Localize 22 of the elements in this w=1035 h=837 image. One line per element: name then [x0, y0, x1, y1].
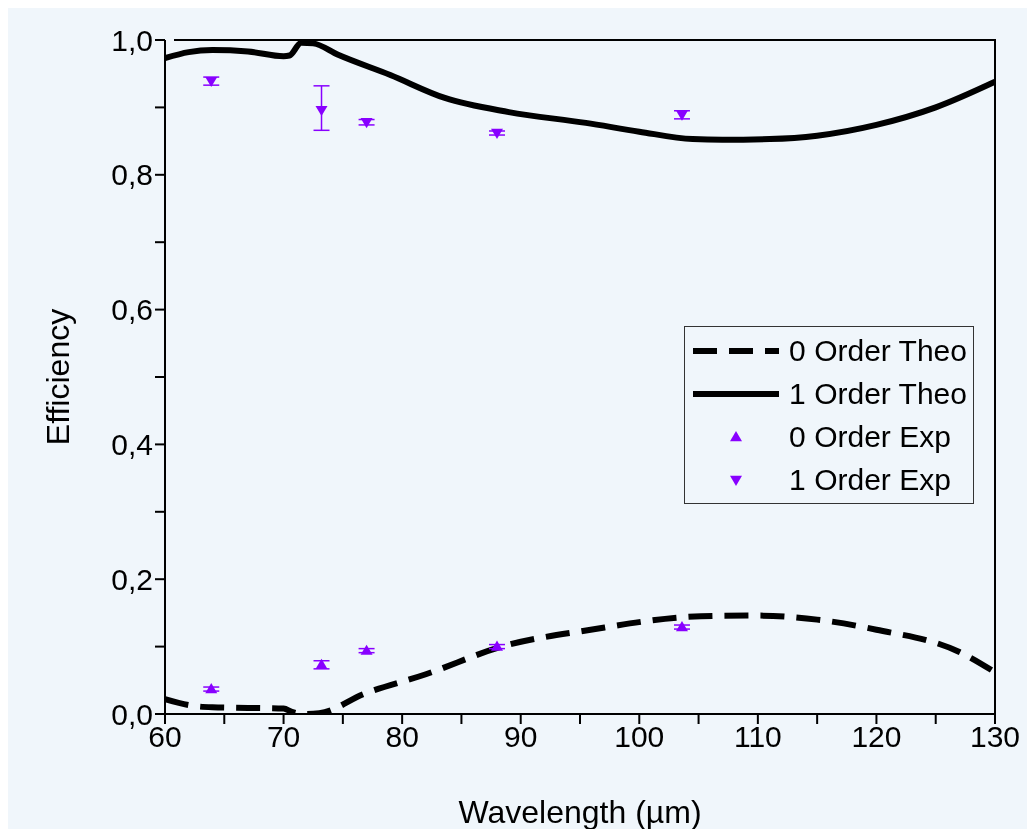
y-axis-title: Efficiency [40, 308, 77, 446]
legend-label: 1 Order Theo [789, 376, 967, 412]
x-axis-title: Wavelength (µm) [458, 794, 702, 830]
x-tick-label: 90 [504, 720, 538, 754]
y-tick-label: 0,2 [111, 562, 153, 596]
y-tick-label: 0,4 [111, 428, 153, 462]
x-tick-label: 100 [614, 720, 665, 754]
y-tick-label: 0,8 [111, 158, 153, 192]
point [491, 128, 503, 140]
x-tick-label: 130 [969, 720, 1021, 754]
point [491, 640, 503, 651]
point [360, 118, 373, 129]
x-tick-label: 80 [385, 720, 419, 754]
legend-label: 1 Order Exp [789, 462, 951, 498]
x-tick-label: 110 [733, 720, 782, 754]
x-tick-label: 120 [851, 720, 902, 754]
legend-label: 0 Order Theo [789, 333, 967, 369]
point [675, 621, 688, 632]
legend-label: 0 Order Exp [789, 419, 951, 455]
x-tick-label: 70 [266, 720, 301, 754]
y-tick-label: 1,0 [111, 23, 153, 57]
y-tick-label: 0,6 [111, 293, 153, 327]
